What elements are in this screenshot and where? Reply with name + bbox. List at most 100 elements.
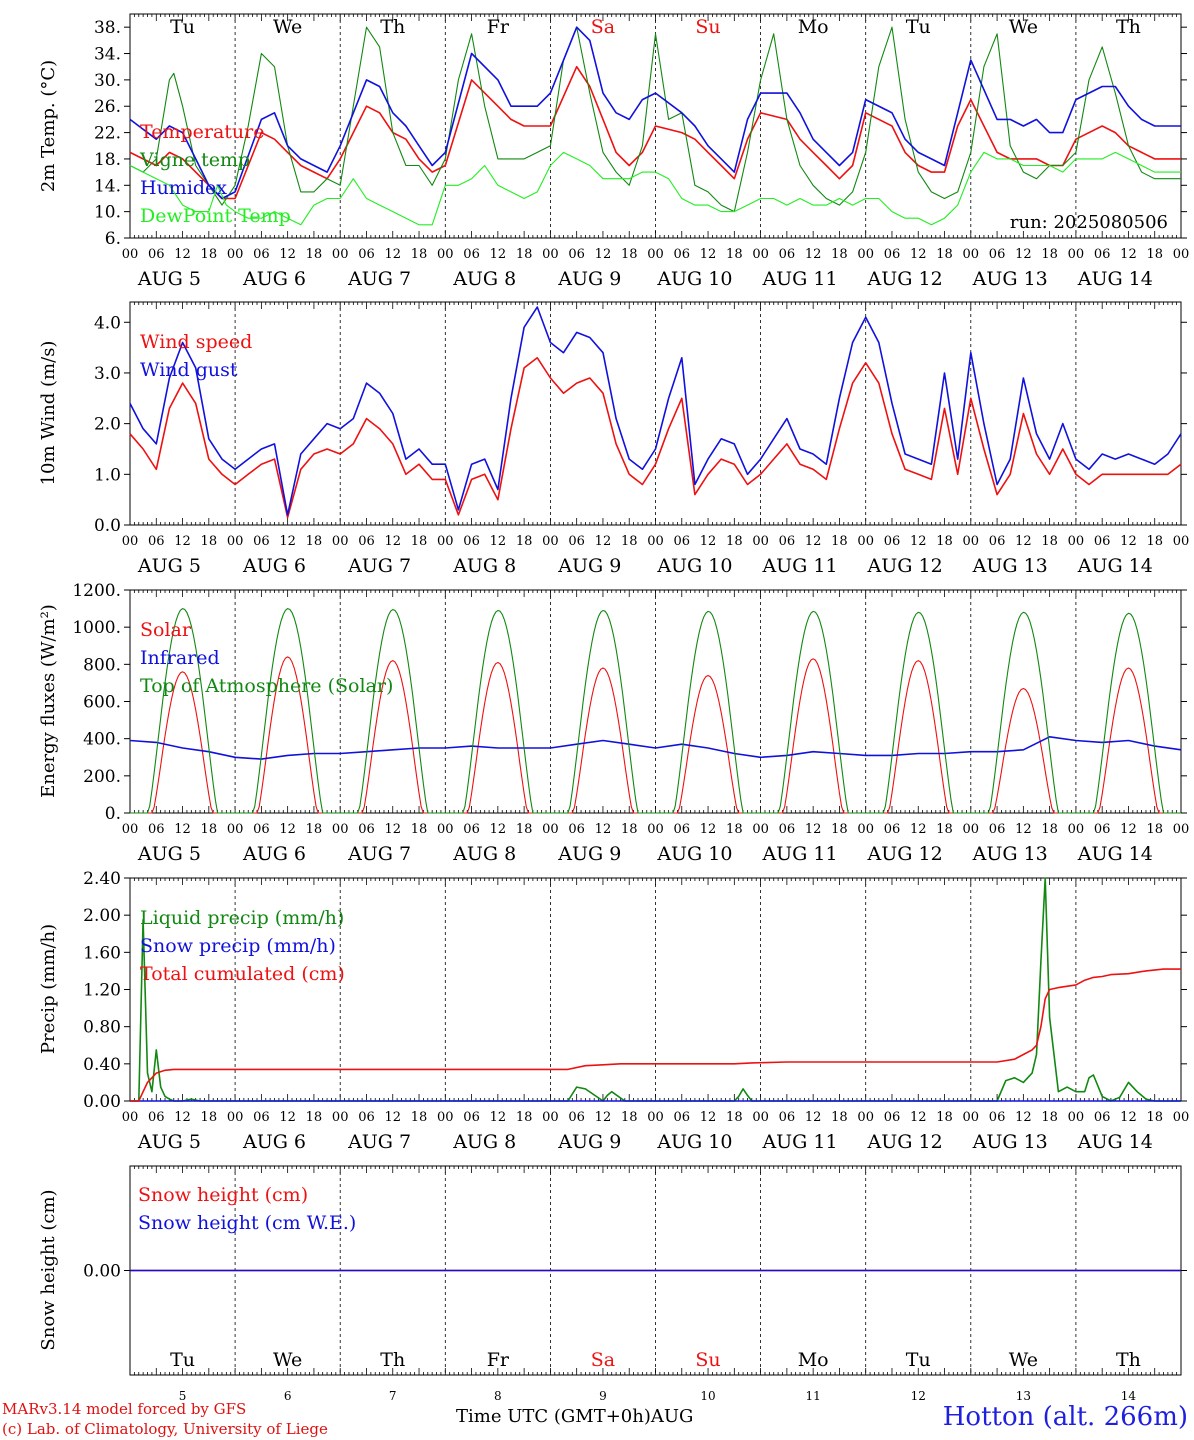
panel-3: 0. 200. 400. 600. 800. 1000. 1200. Energy fluxe… — [38, 581, 1189, 865]
date-label: AUG 14 — [1077, 268, 1153, 290]
hour-label: 06 — [358, 534, 375, 549]
y-tick-label: 1200. — [72, 581, 121, 601]
weekday-label: Mo — [798, 16, 829, 38]
y-tick-label: 26. — [94, 97, 121, 117]
hour-label: 00 — [963, 1110, 980, 1125]
hour-label: 06 — [148, 1110, 165, 1125]
hour-label: 18 — [1146, 247, 1163, 262]
hour-label: 00 — [647, 1110, 664, 1125]
day-number-label: 8 — [494, 1389, 502, 1403]
hour-label: 18 — [936, 534, 953, 549]
legend-entry: Solar — [140, 619, 192, 641]
hour-label: 12 — [490, 822, 507, 837]
hour-label: 00 — [122, 822, 139, 837]
y-tick-label: 0.80 — [83, 1018, 121, 1038]
hour-label: 00 — [332, 247, 349, 262]
weekday-label: Fr — [487, 1349, 510, 1371]
hour-label: 00 — [963, 534, 980, 549]
y-tick-label: 1.0 — [94, 465, 121, 485]
hour-label: 12 — [384, 822, 401, 837]
hour-label: 18 — [1146, 1110, 1163, 1125]
y-tick-label: 2.00 — [83, 906, 121, 926]
hour-label: 12 — [1120, 822, 1137, 837]
date-label: AUG 9 — [557, 1131, 621, 1153]
day-number-label: 5 — [179, 1389, 187, 1403]
hour-label: 18 — [516, 822, 533, 837]
date-label: AUG 7 — [347, 268, 411, 290]
hour-label: 00 — [122, 247, 139, 262]
date-label: AUG 12 — [867, 555, 943, 577]
hour-label: 06 — [148, 247, 165, 262]
hour-label: 12 — [595, 822, 612, 837]
hour-label: 12 — [595, 1110, 612, 1125]
weekday-label: Tu — [170, 16, 195, 38]
date-label: AUG 12 — [867, 1131, 943, 1153]
hour-label: 06 — [989, 822, 1006, 837]
weekday-label: Mo — [798, 1349, 829, 1371]
hour-label: 18 — [621, 247, 638, 262]
legend-entry: Total cumulated (cm) — [140, 963, 345, 985]
legend-entry: Top of Atmosphere (Solar) — [140, 675, 393, 697]
panel-5: 0.00 Snow height (cm) Snow height (cm) Snow… — [38, 1165, 1187, 1376]
humidex-line — [129, 26, 1181, 200]
y-tick-label: 30. — [94, 71, 121, 91]
hour-label: 18 — [306, 1110, 323, 1125]
hour-label: 00 — [1068, 247, 1085, 262]
date-label: AUG 11 — [761, 843, 837, 865]
date-label: AUG 10 — [656, 555, 732, 577]
hour-label: 12 — [910, 534, 927, 549]
wind-gust-line — [129, 306, 1182, 516]
hour-label: 00 — [332, 822, 349, 837]
hour-label: 18 — [306, 822, 323, 837]
day-number-label: 14 — [1121, 1389, 1137, 1403]
weekday-label: We — [1009, 1349, 1038, 1371]
hour-label: 06 — [253, 534, 270, 549]
lab-credit: (c) Lab. of Climatology, University of L… — [2, 1420, 328, 1438]
y-axis-label: Energy fluxes (W/m²) — [38, 604, 59, 798]
hour-label: 18 — [411, 1110, 428, 1125]
hour-label: 18 — [831, 247, 848, 262]
hour-label: 12 — [174, 1110, 191, 1125]
hour-label: 06 — [358, 1110, 375, 1125]
hour-label: 12 — [595, 534, 612, 549]
y-tick-label: 0.40 — [83, 1055, 121, 1075]
hour-label: 06 — [1094, 247, 1111, 262]
hour-label: 00 — [437, 534, 454, 549]
date-label: AUG 13 — [972, 268, 1048, 290]
hour-label: 00 — [542, 247, 559, 262]
hour-label: 06 — [989, 247, 1006, 262]
hour-label: 12 — [174, 822, 191, 837]
hour-label: 12 — [1120, 247, 1137, 262]
hour-label: 18 — [201, 1110, 218, 1125]
weekday-label: Fr — [487, 16, 510, 38]
date-label: AUG 10 — [656, 268, 732, 290]
hour-label: 06 — [884, 247, 901, 262]
hour-label: 18 — [411, 822, 428, 837]
hour-label: 00 — [857, 247, 874, 262]
y-tick-label: 400. — [83, 730, 121, 750]
date-label: AUG 9 — [557, 843, 621, 865]
weekday-label: Th — [380, 16, 405, 38]
weekday-label: Sa — [591, 1349, 615, 1371]
date-label: AUG 9 — [557, 555, 621, 577]
date-label: AUG 14 — [1077, 1131, 1153, 1153]
hour-label: 18 — [1041, 1110, 1058, 1125]
plot-frame — [129, 589, 1182, 814]
weekday-label: We — [273, 16, 302, 38]
hour-label: 06 — [989, 1110, 1006, 1125]
hour-label: 18 — [1146, 822, 1163, 837]
hour-label: 06 — [568, 1110, 585, 1125]
hour-label: 12 — [279, 247, 296, 262]
hour-label: 06 — [1094, 822, 1111, 837]
hour-label: 00 — [437, 247, 454, 262]
y-tick-label: 0.0 — [94, 516, 121, 536]
hour-label: 12 — [1015, 822, 1032, 837]
hour-label: 12 — [910, 822, 927, 837]
hour-label: 06 — [989, 534, 1006, 549]
day-number-label: 11 — [806, 1389, 821, 1403]
hour-label: 18 — [621, 534, 638, 549]
y-tick-label: 2.0 — [94, 415, 121, 435]
hour-label: 06 — [674, 534, 691, 549]
hour-label: 00 — [752, 1110, 769, 1125]
hour-label: 12 — [805, 247, 822, 262]
